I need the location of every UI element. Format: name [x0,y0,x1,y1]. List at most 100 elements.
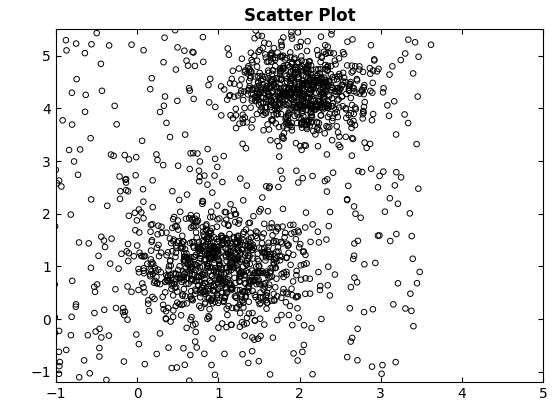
Point [194,273,203,280]
Point [301,81,310,87]
Point [171,303,180,310]
Point [394,200,403,207]
Point [282,113,291,120]
Point [200,270,209,276]
Point [378,362,387,368]
Point [312,79,321,85]
Point [302,260,311,267]
Point [262,85,271,92]
Point [288,35,297,42]
Point [186,261,195,268]
Point [259,270,268,276]
Point [251,276,260,283]
Point [144,300,153,307]
Point [276,252,284,259]
Point [246,229,255,236]
Point [328,85,337,92]
Point [235,270,244,277]
Point [237,291,246,297]
Point [185,215,194,222]
Point [227,252,236,258]
Point [304,74,313,81]
Point [368,79,377,86]
Point [248,87,256,93]
Point [295,89,304,95]
Point [293,74,302,81]
Point [222,305,231,312]
Point [370,57,379,64]
Point [236,299,245,305]
Point [271,79,280,86]
Point [265,84,274,91]
Point [236,273,245,279]
Point [231,210,240,217]
Point [162,272,171,279]
Point [122,179,130,186]
Point [252,94,261,101]
Point [226,213,235,219]
Point [368,306,377,312]
Point [245,220,254,226]
Point [246,50,255,56]
Point [223,96,232,103]
Point [320,74,329,81]
Point [204,261,213,268]
Point [68,121,77,128]
Point [226,255,235,261]
Point [283,79,292,86]
Point [281,56,290,63]
Point [94,252,103,259]
Point [203,146,212,152]
Point [292,268,301,274]
Point [307,113,316,120]
Point [139,215,148,222]
Point [157,230,166,236]
Point [194,167,203,174]
Point [198,197,207,204]
Point [228,244,237,251]
Point [326,81,335,88]
Point [269,81,278,88]
Point [274,89,283,95]
Point [244,236,253,243]
Point [294,83,303,90]
Point [256,89,265,95]
Point [171,284,180,291]
Point [218,280,227,286]
Point [244,247,253,253]
Point [321,66,330,72]
Point [226,240,235,247]
Point [219,234,228,241]
Point [209,234,218,241]
Point [152,274,161,281]
Point [301,100,310,107]
Point [298,91,307,97]
Point [180,253,189,260]
Point [267,220,276,227]
Point [207,264,216,271]
Point [162,120,171,126]
Point [258,249,267,256]
Point [320,178,329,184]
Point [307,103,316,110]
Point [317,316,326,323]
Point [264,126,273,133]
Point [239,304,248,311]
Point [264,254,273,260]
Point [122,187,130,194]
Point [279,273,288,280]
Point [191,328,200,335]
Point [179,286,188,292]
Point [215,257,224,264]
Point [315,70,324,76]
Point [262,252,270,259]
Point [279,93,288,100]
Point [346,94,355,101]
Point [242,320,251,327]
Point [288,84,297,91]
Point [323,282,332,289]
Point [259,286,268,293]
Point [391,131,400,138]
Point [317,105,326,112]
Point [409,70,418,77]
